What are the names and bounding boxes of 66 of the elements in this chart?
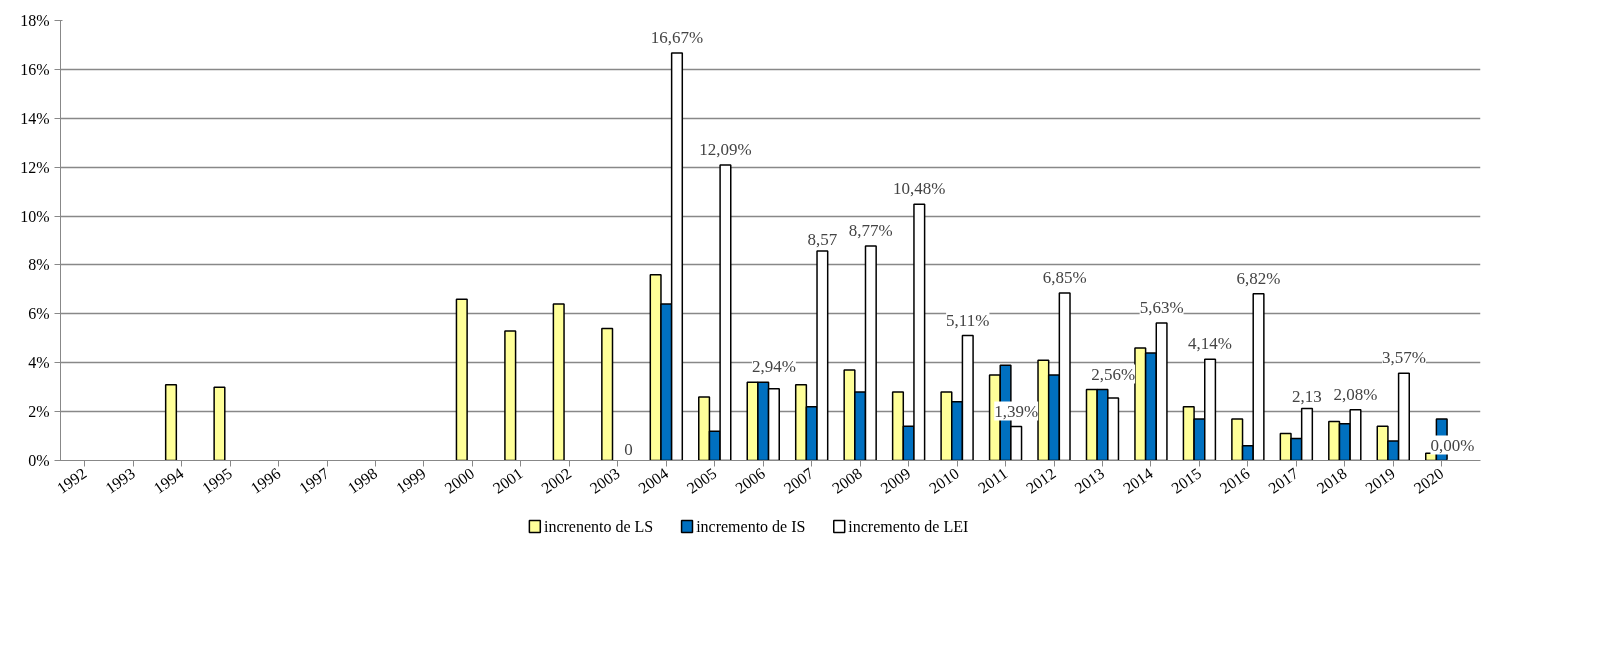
data-label: 2,08% xyxy=(1333,384,1378,404)
x-tick-label: 2003 xyxy=(586,464,623,497)
data-label: 5,11% xyxy=(946,310,990,330)
data-label: 10,48% xyxy=(893,179,946,199)
x-tick-label: 1994 xyxy=(150,464,187,497)
x-tick-label: 1998 xyxy=(344,464,381,497)
x-tick-label: 2016 xyxy=(1216,464,1253,497)
x-tick-label: 2001 xyxy=(489,464,526,497)
x-tick-label: 1999 xyxy=(392,464,429,497)
data-label: 4,14% xyxy=(1188,334,1233,354)
data-label: 5,63% xyxy=(1139,297,1184,317)
x-tick-label: 2014 xyxy=(1119,464,1156,497)
data-label: 8,77% xyxy=(848,221,893,241)
x-tick-label: 1995 xyxy=(199,464,235,497)
x-tick-label: 2002 xyxy=(538,464,575,497)
legend-label: incremento de LEI xyxy=(848,518,969,535)
data-label: 0,00% xyxy=(1430,435,1475,455)
x-tick-label: 1993 xyxy=(102,464,139,497)
bar xyxy=(601,327,614,461)
x-tick-label: 2009 xyxy=(877,464,914,497)
x-tick-label: 1996 xyxy=(247,464,284,497)
x-tick-label: 2006 xyxy=(732,464,769,497)
data-label: 1,39% xyxy=(994,401,1039,421)
data-label: 3,57% xyxy=(1381,348,1426,368)
x-tick-label: 2012 xyxy=(1022,464,1059,497)
legend-label: increnento de LS xyxy=(543,518,654,535)
data-label: 0 xyxy=(624,439,633,459)
x-tick-label: 2011 xyxy=(974,464,1011,497)
y-tick-label: 18% xyxy=(20,12,50,29)
bar xyxy=(164,383,178,461)
x-tick-label: 2018 xyxy=(1313,464,1350,497)
x-tick-label: 2010 xyxy=(926,464,962,497)
data-label: 16,67% xyxy=(650,28,704,48)
y-tick-label: 12% xyxy=(20,158,50,176)
y-tick-label: 14% xyxy=(20,109,50,127)
x-tick-label: 2007 xyxy=(780,464,817,497)
y-tick-label: 4% xyxy=(28,354,50,372)
bar xyxy=(504,330,517,461)
x-tick-label: 1992 xyxy=(53,464,90,497)
x-tick-label: 2015 xyxy=(1168,464,1205,497)
x-tick-label: 2013 xyxy=(1071,464,1108,497)
x-tick-label: 2017 xyxy=(1265,464,1302,497)
bar xyxy=(455,298,468,461)
data-label: 8,57 xyxy=(807,230,838,250)
bar xyxy=(552,303,565,461)
legend-label: incremento de IS xyxy=(696,518,806,535)
x-tick-label: 2020 xyxy=(1410,464,1447,497)
y-tick-label: 6% xyxy=(28,305,50,323)
x-tick-label: 2019 xyxy=(1362,464,1399,497)
x-tick-label: 2008 xyxy=(829,464,866,497)
data-label: 6,85% xyxy=(1042,268,1087,288)
y-tick-label: 8% xyxy=(28,256,50,274)
bar xyxy=(213,386,226,461)
x-tick-label: 2000 xyxy=(441,464,478,497)
y-tick-label: 10% xyxy=(20,207,50,225)
x-tick-label: 1997 xyxy=(295,464,332,497)
data-label: 2,13 xyxy=(1292,387,1322,407)
data-label: 2,56% xyxy=(1091,364,1136,384)
data-label: 6,82% xyxy=(1236,268,1281,288)
y-tick-label: 0% xyxy=(28,452,50,469)
x-tick-label: 2005 xyxy=(683,464,720,497)
data-label: 2,94% xyxy=(751,357,796,377)
y-tick-label: 2% xyxy=(28,403,50,421)
x-tick-label: 2004 xyxy=(635,464,672,497)
data-label: 12,09% xyxy=(699,139,752,159)
y-tick-label: 16% xyxy=(20,60,50,78)
